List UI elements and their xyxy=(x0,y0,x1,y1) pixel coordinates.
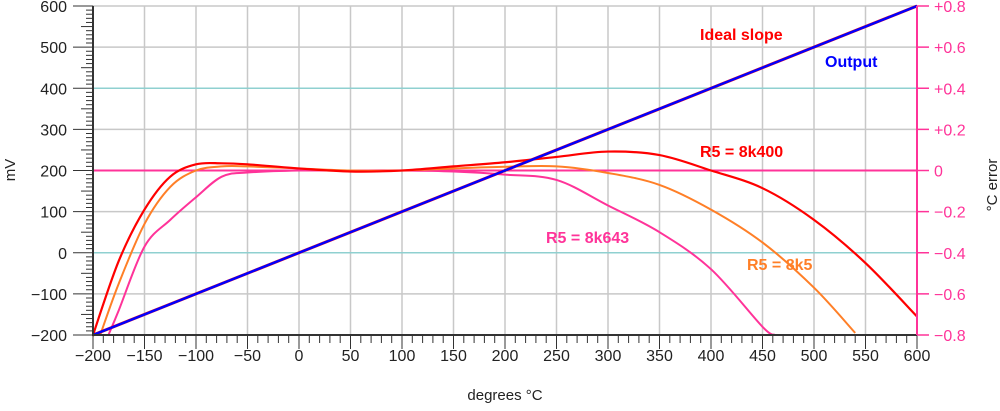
annotation-output: Output xyxy=(825,54,878,71)
x-tick-label: 300 xyxy=(595,348,622,365)
y2-tick-label: −0.6 xyxy=(934,287,966,304)
x-tick-label: 400 xyxy=(698,348,725,365)
x-tick-label: 350 xyxy=(646,348,673,365)
y2-tick-label: −0.2 xyxy=(934,205,966,222)
x-tick-label: −200 xyxy=(75,348,111,365)
y-tick-label: −200 xyxy=(31,328,67,345)
y-tick-label: 0 xyxy=(58,246,67,263)
x-tick-label: 0 xyxy=(295,348,304,365)
annotation-r5-8k643: R5 = 8k643 xyxy=(546,230,629,247)
annotation-r5-8k400: R5 = 8k400 xyxy=(700,144,783,161)
tick-labels: −0.8 −0.6 −0.4 −0.2 0 +0.2 +0.4 +0.6 +0.8 −200 −15… xyxy=(31,0,966,365)
y2-tick-label: −0.4 xyxy=(934,246,966,263)
y-axis-label: mV xyxy=(2,159,19,182)
x-tick-label: 600 xyxy=(904,348,931,365)
series-r5-8k400 xyxy=(91,150,918,336)
y2-axis-label: °C error xyxy=(984,159,1000,212)
x-tick-label: −50 xyxy=(234,348,261,365)
x-axis-label: degrees °C xyxy=(467,387,542,404)
y-tick-label: 300 xyxy=(40,122,67,139)
y-tick-label: 600 xyxy=(40,0,67,16)
series-group xyxy=(91,4,918,337)
x-tick-label: 500 xyxy=(801,348,828,365)
y-tick-label: 200 xyxy=(40,164,67,181)
y2-tick-label: +0.4 xyxy=(934,81,966,98)
y-tick-label: −100 xyxy=(31,287,67,304)
annotation-ideal-slope: Ideal slope xyxy=(700,27,783,44)
y-tick-label: 500 xyxy=(40,40,67,57)
y2-tick-label: +0.6 xyxy=(934,40,966,57)
series-r5-8k5 xyxy=(99,164,856,336)
y2-tick-label: 0 xyxy=(934,164,943,181)
series-output xyxy=(92,4,918,337)
x-tick-label: 50 xyxy=(342,348,360,365)
x-tick-label: 250 xyxy=(543,348,570,365)
y-tick-label: 400 xyxy=(40,81,67,98)
y2-tick-label: −0.8 xyxy=(934,328,966,345)
y-tick-label: 100 xyxy=(40,205,67,222)
annotation-r5-8k5: R5 = 8k5 xyxy=(747,257,812,274)
x-tick-label: −150 xyxy=(126,348,162,365)
x-tick-label: 100 xyxy=(389,348,416,365)
x-tick-label: 200 xyxy=(492,348,519,365)
x-tick-label: 550 xyxy=(852,348,879,365)
axes xyxy=(73,5,929,349)
y2-tick-label: +0.8 xyxy=(934,0,966,16)
x-tick-label: 450 xyxy=(749,348,776,365)
x-tick-label: 150 xyxy=(440,348,467,365)
y2-tick-label: +0.2 xyxy=(934,122,966,139)
x-tick-label: −100 xyxy=(178,348,214,365)
